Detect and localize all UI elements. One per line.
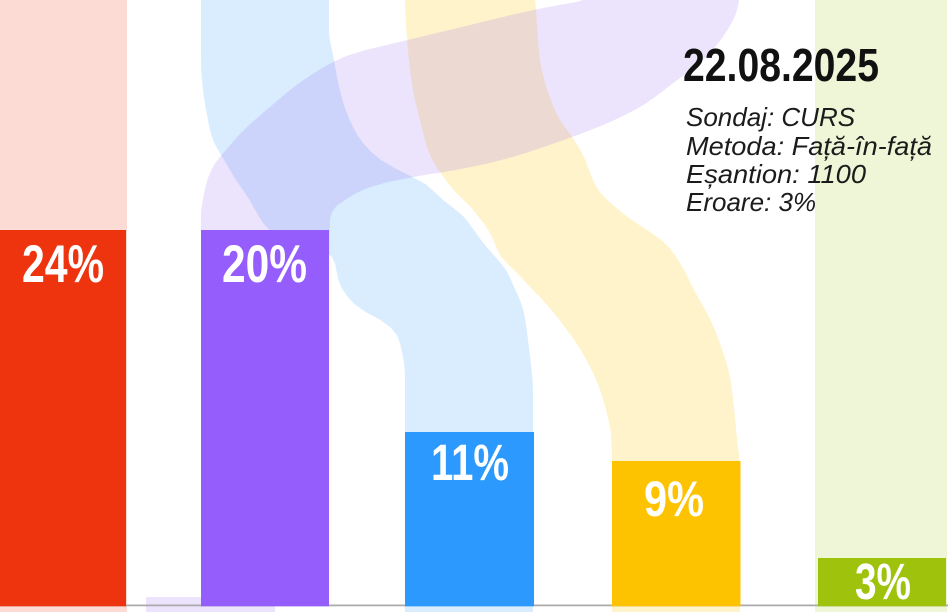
svg-text:20%: 20% [222, 235, 307, 294]
svg-text:3%: 3% [855, 553, 911, 610]
svg-text:9%: 9% [644, 471, 704, 527]
svg-text:11%: 11% [431, 434, 509, 491]
svg-text:Eroare: 3%: Eroare: 3% [686, 187, 816, 217]
svg-text:22.08.2025: 22.08.2025 [683, 39, 879, 91]
svg-text:Metoda: Față-în-față: Metoda: Față-în-față [686, 131, 932, 161]
svg-text:Sondaj: CURS: Sondaj: CURS [686, 102, 856, 132]
svg-text:Eșantion: 1100: Eșantion: 1100 [686, 159, 867, 189]
svg-text:24%: 24% [22, 235, 104, 294]
